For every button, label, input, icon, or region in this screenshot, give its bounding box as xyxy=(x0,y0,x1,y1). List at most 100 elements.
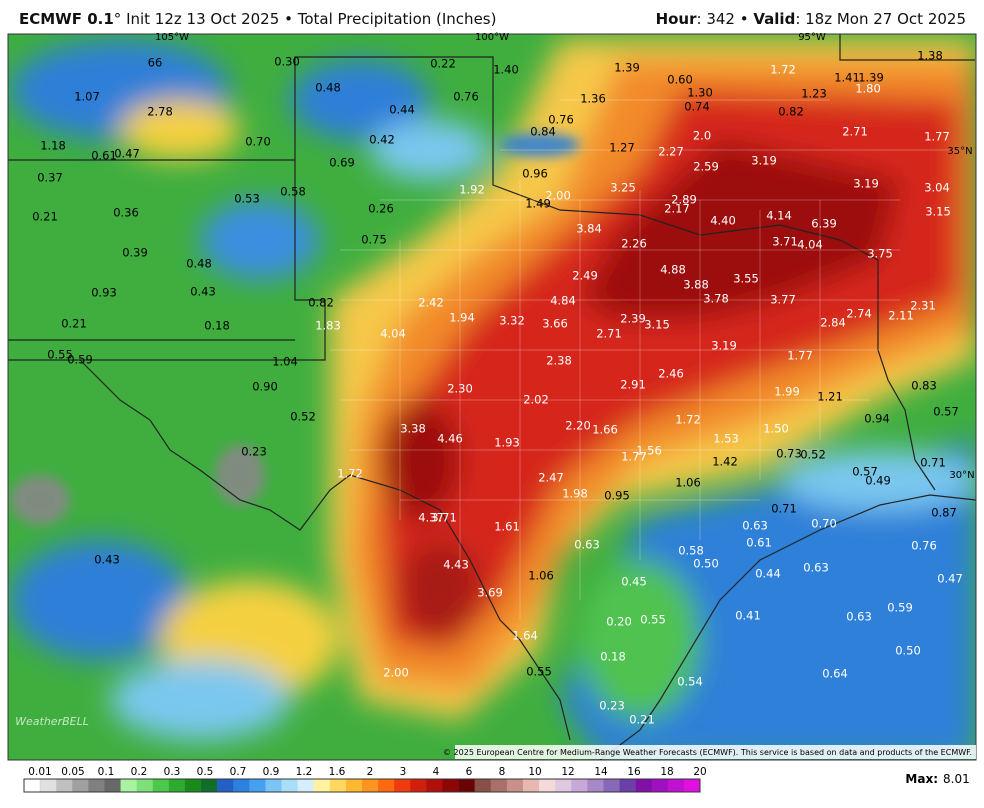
legend-swatch xyxy=(410,779,427,792)
point-value: 1.92 xyxy=(459,183,485,197)
point-value: 1.39 xyxy=(614,61,640,75)
point-value: 1.72 xyxy=(337,467,363,481)
legend-tick-label: 0.2 xyxy=(131,766,148,778)
point-value: 0.69 xyxy=(329,156,355,170)
max-label: Max: xyxy=(905,772,938,786)
point-value: 0.96 xyxy=(522,167,548,181)
point-value: 3.66 xyxy=(542,317,568,331)
legend-tick-label: 12 xyxy=(561,766,574,778)
legend-swatch xyxy=(571,779,588,792)
point-value: 0.76 xyxy=(548,113,574,127)
point-value: 4.43 xyxy=(443,558,469,572)
point-value: 1.36 xyxy=(580,92,606,106)
point-value: 0.57 xyxy=(852,465,878,479)
legend-tick-label: 0.1 xyxy=(98,766,115,778)
legend-swatch xyxy=(362,779,379,792)
model: ECMWF 0.1 xyxy=(19,10,114,28)
point-value: 2.71 xyxy=(596,327,622,341)
point-value: 3.15 xyxy=(925,205,951,219)
point-value: 3.38 xyxy=(400,422,426,436)
separator: • xyxy=(284,10,293,28)
point-value: 0.18 xyxy=(600,650,626,664)
legend-tick-label: 0.05 xyxy=(61,766,84,778)
point-value: 4.88 xyxy=(660,263,686,277)
legend-swatch xyxy=(345,779,363,792)
point-value: 0.73 xyxy=(776,447,802,461)
point-value: 3.32 xyxy=(499,314,525,328)
point-value: 1.93 xyxy=(494,436,520,450)
latitude-label: 35°N xyxy=(947,146,972,157)
point-value: 1.61 xyxy=(494,520,520,534)
point-value: 0.45 xyxy=(621,575,647,589)
point-value: 2.38 xyxy=(546,354,572,368)
legend-swatch xyxy=(329,779,347,792)
run: Init 12z 13 Oct 2025 xyxy=(126,10,280,28)
point-value: 0.93 xyxy=(91,286,117,300)
point-value: 1.07 xyxy=(74,90,100,104)
color-legend: 0.01 0.05 0.1 0.2 0.3 0.5 0.7 0.9 1.2 1.6 2 3 4 6 8 10 1… xyxy=(23,766,707,793)
latitude-label: 30°N xyxy=(949,470,974,481)
legend-swatch xyxy=(40,779,57,792)
point-value: 0.48 xyxy=(186,257,212,271)
point-value: 2.71 xyxy=(842,125,868,139)
point-value: 1.83 xyxy=(315,319,341,333)
legend-tick-label: 3 xyxy=(400,766,407,778)
point-value: 1.72 xyxy=(770,63,796,77)
point-value: 3.19 xyxy=(853,177,879,191)
hour: 342 xyxy=(706,10,735,28)
legend-tick-label: 0.7 xyxy=(230,766,247,778)
point-value: 2.39 xyxy=(620,312,646,326)
point-value: 0.42 xyxy=(369,133,395,147)
point-value: 2.47 xyxy=(538,471,564,485)
point-value: 2.46 xyxy=(658,367,684,381)
point-value: 6.39 xyxy=(811,217,837,231)
point-value: 4.04 xyxy=(797,238,823,252)
point-value: 66 xyxy=(148,56,163,70)
point-value: 4.40 xyxy=(710,214,736,228)
point-value: 0.61 xyxy=(746,536,772,550)
legend-swatch xyxy=(88,779,105,792)
point-value: 1.99 xyxy=(774,385,800,399)
legend-tick-label: 0.5 xyxy=(197,766,214,778)
point-value: 3.25 xyxy=(610,181,636,195)
degree: ° xyxy=(113,10,122,28)
point-value: 0.36 xyxy=(113,206,139,220)
point-value: 0.57 xyxy=(933,405,959,419)
point-value: 4.04 xyxy=(380,327,406,341)
point-value: 0.63 xyxy=(846,610,872,624)
point-value: 0.21 xyxy=(61,317,87,331)
point-value: 0.21 xyxy=(629,713,655,727)
point-value: 0.90 xyxy=(252,380,278,394)
copyright: © 2025 European Centre for Medium-Range … xyxy=(443,748,972,757)
point-value: 0.58 xyxy=(280,185,306,199)
point-value: 1.94 xyxy=(449,311,475,325)
point-value: 3.15 xyxy=(644,318,670,332)
point-value: 0.21 xyxy=(32,210,58,224)
point-value: 4.46 xyxy=(437,432,463,446)
point-value: 2.20 xyxy=(565,419,591,433)
legend-tick-label: 1.2 xyxy=(296,766,313,778)
header-right: Hour: 342 • Valid: 18z Mon 27 Oct 2025 xyxy=(655,10,966,28)
point-value: 0.52 xyxy=(290,410,316,424)
point-value: 2.84 xyxy=(820,316,846,330)
point-value: 1.40 xyxy=(493,63,519,77)
legend-frame xyxy=(23,778,701,793)
point-value: 2.27 xyxy=(658,145,684,159)
header-left: ECMWF 0.1° Init 12z 13 Oct 2025 • Total … xyxy=(19,10,496,28)
legend-tick-label: 0.3 xyxy=(164,766,181,778)
point-value: 1.42 xyxy=(712,455,738,469)
longitude-label: 100°W xyxy=(475,32,509,43)
point-value: 0.18 xyxy=(204,319,230,333)
legend-tick-label: 20 xyxy=(693,766,706,778)
point-value: 0.47 xyxy=(114,147,140,161)
point-value: 2.49 xyxy=(572,269,598,283)
point-value: 0.84 xyxy=(530,125,556,139)
legend-tick-label: 4 xyxy=(433,766,440,778)
point-value: 2.59 xyxy=(693,160,719,174)
point-value: 0.47 xyxy=(937,572,963,586)
point-value: 0.55 xyxy=(526,665,552,679)
point-value: 3.78 xyxy=(703,292,729,306)
point-value: 1.41 xyxy=(834,71,860,85)
legend-swatch xyxy=(378,779,395,792)
